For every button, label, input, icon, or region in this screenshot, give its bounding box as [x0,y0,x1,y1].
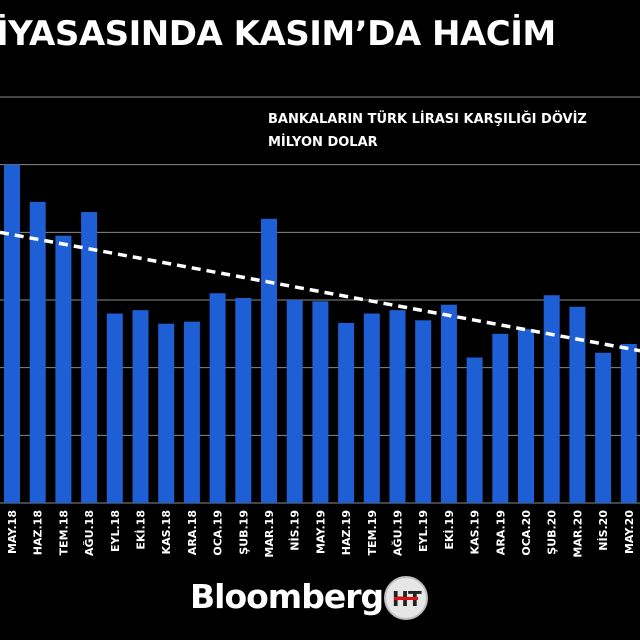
x-tick-label: EYL.18 [109,510,122,552]
bar [209,293,226,503]
bar [4,164,20,503]
bar [158,323,175,503]
chart-title: İYASASINDA KASIM’DA HACİM [0,14,556,54]
x-tick-label: HAZ.18 [32,510,45,555]
x-tick-label: TEM.18 [57,510,70,555]
x-tick-label: ARA.19 [494,510,507,555]
x-tick-label: EKİ.19 [442,510,456,550]
x-tick-label: OCA.19 [212,510,225,556]
bar [106,313,123,503]
chart-subtitle: BANKALARIN TÜRK LİRASI KARŞILIĞI DÖVİZ M… [268,108,587,154]
bar [363,313,380,503]
bar [81,212,98,504]
x-tick-label: TEM.19 [366,510,379,555]
x-tick-label: MAR.20 [571,510,584,558]
trend-line [0,230,640,353]
bar [55,235,72,503]
bar [29,201,46,503]
bar [415,320,432,503]
x-tick-label: MAR.19 [263,510,276,558]
bar [235,297,252,503]
bar [620,343,637,503]
bar [312,301,329,503]
x-tick-label: KAS.18 [160,510,173,554]
x-tick-label: NİS.20 [596,510,610,551]
x-tick-label: AĞU.19 [392,510,405,556]
bar [466,357,483,503]
x-tick-label: MAY.18 [6,510,19,554]
subtitle-line-1: BANKALARIN TÜRK LİRASI KARŞILIĞI DÖVİZ [268,112,587,127]
x-tick-label: EKİ.18 [134,510,148,550]
x-tick-label: MAY.19 [314,510,327,554]
x-tick-label: ŞUB.20 [546,510,559,555]
bloomberg-logo: Bloomberg [190,577,384,616]
x-tick-label: EYL.19 [417,510,430,552]
x-tick-label: HAZ.19 [340,510,353,555]
bar [595,352,612,503]
bar [440,304,457,503]
x-tick-label: NİS.19 [288,510,302,551]
x-tick-label: KAS.19 [469,510,482,554]
subtitle-line-2: MİLYON DOLAR [268,135,378,150]
x-tick-label: OCA.20 [520,510,533,556]
bar [338,323,355,503]
bar [492,333,509,503]
bar [569,306,586,503]
bar [543,295,560,503]
bar [261,218,277,504]
bar [183,321,200,503]
x-tick-label: MAY.20 [623,510,636,554]
bar [389,310,406,503]
ht-logo-icon: H T [384,576,428,620]
x-tick-label: ŞUB.19 [237,510,250,555]
bar [132,310,149,503]
x-tick-label: ARA.18 [186,510,199,555]
ht-logo-bar [394,597,418,600]
bar [286,300,303,503]
bar [518,329,534,503]
x-tick-label: AĞU.18 [83,510,96,556]
